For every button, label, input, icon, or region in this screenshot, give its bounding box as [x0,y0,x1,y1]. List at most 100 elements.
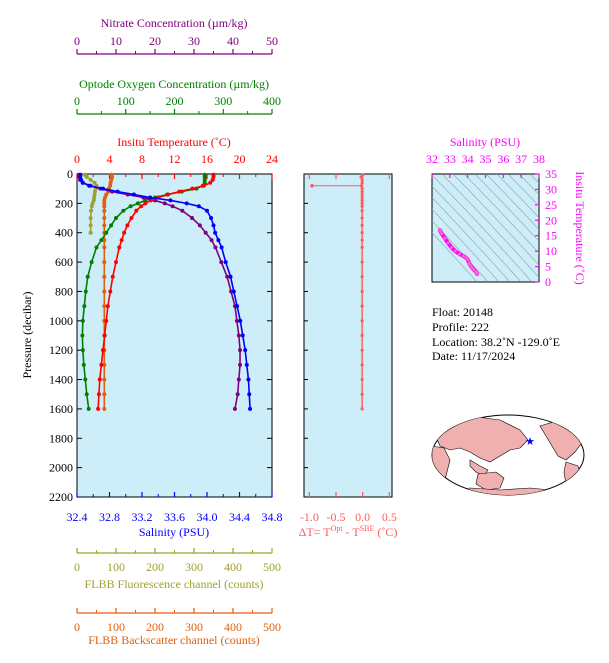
temperature-axis-title: Insitu Temperature (˚C) [117,135,231,149]
dt-outlier-point [310,183,314,188]
temperature-tick-label: 20 [234,152,246,166]
ts-point [464,256,468,260]
salinity-point [223,260,228,265]
dt-point [360,178,364,182]
info-location: Location: 38.2˚N -129.0˚E [432,335,560,349]
dt-tick-label: -1.0 [300,510,319,524]
nitrate-point [213,245,218,250]
nitrate-point [203,230,208,235]
backscatter-point [102,362,107,367]
nitrate-point [209,238,214,243]
ts-salinity-tick-label: 37 [515,152,527,166]
pressure-tick-label: 200 [55,196,73,210]
ts-isopycnal [441,174,539,278]
ts-point [466,257,470,261]
ts-temperature-tick-label: 15 [545,229,557,243]
float-location-star: ★ [525,436,535,448]
temperature-point [101,348,105,353]
ts-temperature-tick-label: 35 [545,167,557,181]
temperature-point [104,318,109,323]
temperature-point [110,274,115,279]
salinity-point [243,348,248,353]
pressure-tick-label: 1800 [49,431,73,445]
dt-point [360,289,364,294]
info-profile: Profile: 222 [432,320,489,334]
ts-isopycnal [452,174,539,266]
oxygen-tick-label: 200 [166,94,184,108]
fluorescence-point [89,204,94,209]
salinity-point [168,198,173,203]
salinity-point [213,230,218,235]
dt-point [360,238,364,242]
nitrate-point [235,392,240,397]
backscatter-axis: 0 100 200 300 400 500 FLBB Backscatter channe… [74,608,281,647]
oxygen-point [80,348,85,353]
backscatter-point [102,406,107,411]
salinity-point [205,208,209,213]
ts-isopycnal [531,164,609,292]
dt-point [360,195,364,200]
fluorescence-point [92,192,97,197]
dt-tick-label: -0.5 [327,510,346,524]
nitrate-point [238,348,243,353]
temperature-point [210,177,215,182]
temperature-point [122,230,127,235]
backscatter-tick-label: 400 [224,620,242,634]
ts-point [438,228,442,232]
oxygen-point [202,174,207,179]
oxygen-point [121,208,126,213]
dt-point [360,231,364,235]
oxygen-axis: Optode Oxygen Concentration (µm/kg) 0 100… [74,77,281,115]
temperature-tick-label: 12 [169,152,181,166]
backscatter-point [102,208,107,213]
salinity-point [246,377,251,382]
dt-point [360,377,364,382]
temperature-tick-label: 8 [139,152,145,166]
dt-point [360,223,364,227]
dt-point [360,190,364,194]
dt-point [360,181,364,185]
dt-point [360,198,364,203]
salinity-point [184,201,189,206]
oxygen-tick-label: 300 [214,94,232,108]
pressure-tick-label: 2000 [49,461,73,475]
oxygen-point [89,260,94,265]
dt-point [360,216,364,220]
dt-point [360,392,364,396]
backscatter-point [102,245,107,250]
salinity-tick-label: 33.6 [164,510,185,524]
nitrate-point [219,260,224,265]
salinity-point [235,304,240,309]
oxygen-tick-label: 100 [117,94,135,108]
dt-point [361,173,365,177]
temperature-point [114,260,118,265]
temperature-point [125,223,130,228]
backscatter-point [102,260,107,265]
salinity-tick-label: 32.8 [99,510,120,524]
fluorescence-axis: 0 100 200 300 400 500 FLBB Fluorescence chann… [74,548,281,591]
oxygen-point [114,216,118,221]
dt-point [360,363,364,367]
temperature-point [134,208,139,213]
nitrate-tick-label: 30 [188,34,200,48]
ts-salinity-tick-label: 33 [444,152,456,166]
fluorescence-point [92,189,97,194]
nitrate-point [162,201,167,206]
ts-temperature-tick-label: 30 [545,182,557,196]
oxygen-point [83,377,88,382]
fluorescence-point [92,195,97,200]
temperature-point [102,333,107,338]
ts-temperature-tick-label: 10 [545,244,557,258]
salinity-point [80,180,85,185]
salinity-tick-label: 34.8 [262,510,283,524]
temperature-tick-label: 16 [201,152,213,166]
nitrate-point [225,274,230,279]
temperature-point [96,392,101,397]
salinity-point [209,216,214,221]
backscatter-point [102,201,107,206]
backscatter-tick-label: 500 [263,620,281,634]
nitrate-tick-label: 0 [74,34,80,48]
ts-point [458,252,462,256]
fluorescence-axis-title: FLBB Fluorescence channel (counts) [85,577,264,591]
